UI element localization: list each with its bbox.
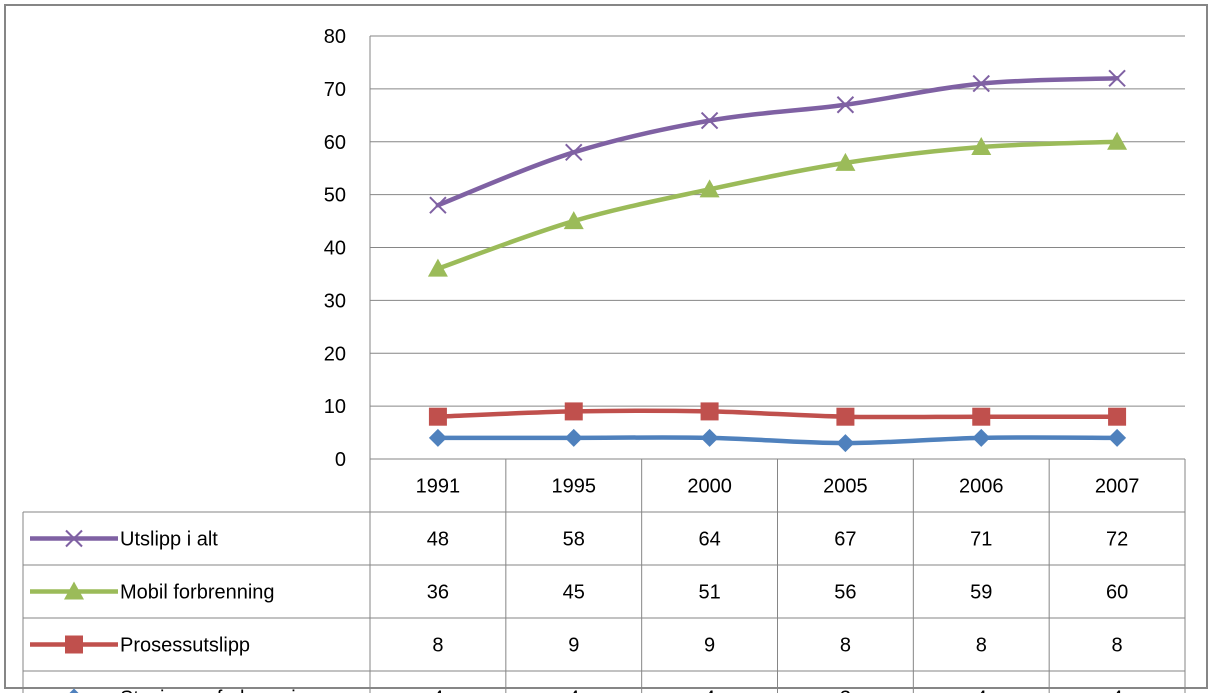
data-value: 67 (834, 529, 856, 551)
legend-key (30, 529, 118, 548)
y-tick-label: 20 (324, 343, 346, 365)
legend-marker (65, 529, 83, 548)
series-1 (427, 131, 1128, 277)
series-line (435, 435, 1120, 446)
data-point (700, 111, 719, 130)
y-tick-label: 70 (324, 79, 346, 101)
data-value: 72 (1106, 529, 1128, 551)
series-0 (429, 69, 1126, 214)
data-value: 9 (704, 635, 715, 657)
data-point (427, 258, 448, 277)
data-value: 45 (563, 582, 585, 604)
y-tick-label: 50 (324, 185, 346, 207)
series-2 (428, 402, 1127, 426)
data-point (564, 402, 583, 421)
y-axis-tick-labels: 0 10 20 30 40 50 60 70 80 (324, 26, 346, 471)
y-tick-label: 40 (324, 238, 346, 260)
data-point (971, 137, 992, 156)
data-point (565, 143, 583, 162)
legend-key (30, 581, 118, 600)
y-tick-label: 0 (335, 449, 346, 471)
data-point (972, 428, 991, 447)
category-label: 1991 (416, 476, 461, 498)
y-tick-label: 10 (324, 396, 346, 418)
data-point (563, 211, 584, 230)
series-name: Prosessutslipp (120, 635, 250, 657)
data-value: 8 (432, 635, 443, 657)
series-name: Utslipp i alt (120, 529, 218, 551)
data-point (835, 152, 856, 171)
legend-key (30, 635, 118, 654)
series-lines (427, 69, 1128, 453)
data-point (972, 407, 991, 426)
chart-border (4, 4, 1208, 689)
data-value: 60 (1106, 582, 1128, 604)
data-value: 8 (976, 635, 987, 657)
legend-marker (65, 635, 83, 654)
data-point (1108, 407, 1127, 426)
y-tick-label: 30 (324, 290, 346, 312)
data-value: 36 (427, 582, 449, 604)
data-value: 59 (970, 582, 992, 604)
data-point (429, 196, 447, 214)
category-label: 2007 (1095, 476, 1140, 498)
data-value: 58 (563, 529, 585, 551)
data-value: 48 (427, 529, 449, 551)
series-line (435, 408, 1120, 420)
data-point (564, 428, 583, 447)
legend-marker (64, 581, 84, 600)
data-value: 4 (432, 688, 443, 693)
data-value: 56 (834, 582, 856, 604)
data-point (972, 74, 990, 93)
data-value: 4 (1112, 688, 1123, 693)
series-line (435, 76, 1120, 208)
data-point (428, 428, 447, 447)
data-point (700, 428, 719, 447)
category-label: 2006 (959, 476, 1004, 498)
data-point (836, 96, 855, 114)
series-line (435, 139, 1120, 271)
data-value: 64 (698, 529, 720, 551)
legend-key (69, 688, 79, 693)
y-tick-label: 60 (324, 132, 346, 154)
category-label: 1995 (552, 476, 597, 498)
data-point (1107, 131, 1128, 150)
data-value: 4 (568, 688, 579, 693)
data-point (1108, 428, 1127, 447)
category-label: 2000 (687, 476, 732, 498)
data-value: 4 (976, 688, 987, 693)
data-value: 9 (568, 635, 579, 657)
legend-marker (69, 688, 79, 693)
data-point (428, 407, 447, 426)
series-name: Mobil forbrenning (120, 582, 275, 604)
data-value: 51 (698, 582, 720, 604)
series-name: Stasjonær forbrenning (120, 688, 318, 693)
data-point (1108, 69, 1126, 88)
data-value: 4 (704, 688, 715, 693)
data-point (836, 407, 855, 426)
category-label: 2005 (823, 476, 868, 498)
data-point (836, 434, 855, 453)
data-value: 8 (1112, 635, 1123, 657)
data-value: 8 (840, 635, 851, 657)
data-point (699, 179, 720, 198)
data-point (700, 402, 719, 421)
data-value: 71 (970, 529, 992, 551)
data-value: 3 (840, 688, 851, 693)
y-tick-label: 80 (324, 26, 346, 48)
series-3 (428, 428, 1127, 453)
